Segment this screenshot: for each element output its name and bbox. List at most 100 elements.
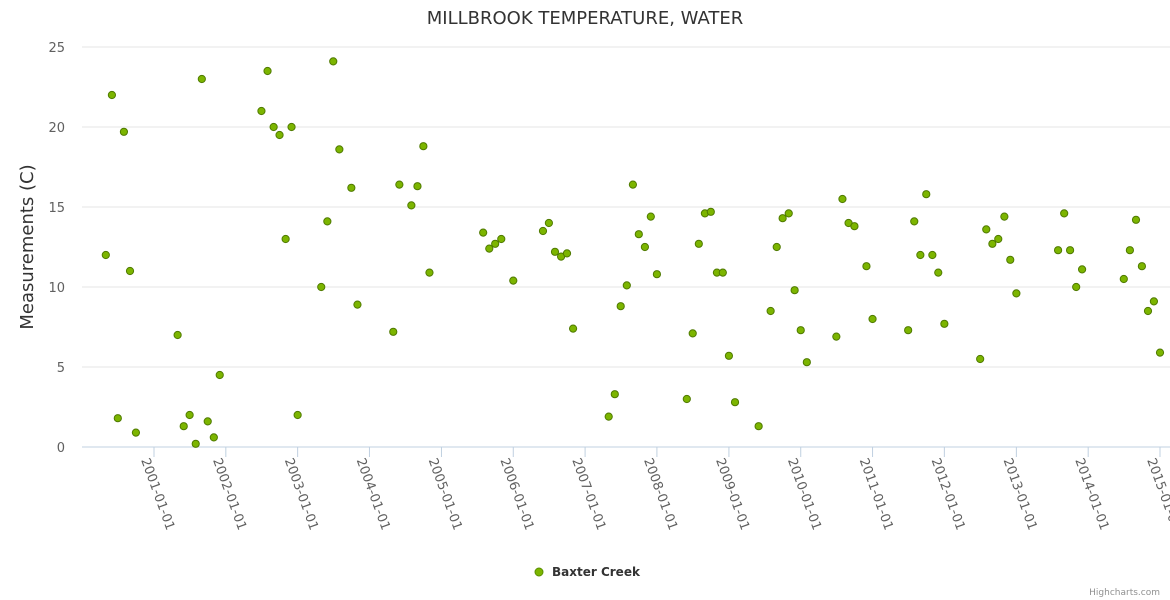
y-tick-label: 20 — [48, 121, 65, 136]
data-point — [347, 183, 356, 192]
data-point — [784, 209, 793, 218]
data-point — [682, 394, 691, 404]
data-point — [538, 226, 548, 236]
credits-link[interactable]: Highcharts.com — [1089, 588, 1160, 598]
data-point — [329, 57, 338, 66]
data-point — [838, 194, 847, 204]
data-point — [802, 358, 811, 367]
legend-item-label[interactable]: Baxter Creek — [552, 565, 641, 579]
data-point — [509, 276, 518, 285]
data-point — [101, 250, 110, 260]
data-point — [1143, 306, 1153, 316]
data-point — [479, 228, 488, 237]
y-tick-label: 10 — [48, 281, 65, 296]
data-point — [706, 207, 715, 216]
data-point — [491, 239, 500, 248]
data-point — [497, 234, 506, 244]
data-point — [730, 398, 740, 407]
data-point — [287, 122, 296, 132]
data-point — [407, 201, 416, 210]
data-point — [113, 414, 122, 423]
data-point — [323, 217, 332, 226]
data-point — [904, 326, 913, 335]
y-gridlines — [82, 46, 1170, 368]
series-baxter-creek — [101, 57, 1165, 448]
data-point — [976, 354, 985, 364]
data-point — [988, 239, 997, 248]
data-point — [628, 180, 638, 189]
data-point — [293, 410, 302, 420]
data-point — [754, 422, 763, 431]
data-point — [862, 262, 871, 271]
data-point — [119, 127, 129, 136]
data-point — [994, 234, 1003, 244]
data-point — [652, 270, 662, 279]
y-tick-label: 5 — [57, 361, 65, 376]
data-point — [1065, 246, 1075, 255]
data-point — [1053, 246, 1063, 255]
data-point — [832, 332, 841, 341]
data-point — [263, 66, 272, 76]
data-point — [215, 370, 224, 380]
chart-title: MILLBROOK TEMPERATURE, WATER — [427, 8, 744, 29]
data-point — [922, 190, 931, 199]
data-point — [1012, 289, 1021, 298]
data-point — [131, 428, 141, 437]
data-point — [275, 130, 284, 140]
data-point — [1072, 282, 1081, 292]
data-point — [353, 300, 362, 309]
data-point — [934, 268, 943, 277]
data-point — [281, 234, 290, 244]
data-point — [772, 242, 781, 252]
data-point — [688, 329, 697, 338]
data-point — [694, 239, 703, 248]
data-point — [928, 250, 937, 260]
data-point — [718, 268, 727, 277]
data-point — [616, 302, 625, 311]
data-point — [1006, 255, 1015, 264]
data-point — [1155, 348, 1165, 357]
data-point — [419, 142, 428, 151]
data-point — [634, 230, 643, 239]
data-point — [868, 314, 877, 324]
y-axis-title: Measurements (C) — [17, 164, 38, 329]
data-point — [916, 250, 925, 260]
data-point — [1131, 215, 1141, 224]
data-point — [1149, 297, 1159, 306]
data-point — [1119, 274, 1128, 284]
data-point — [389, 327, 398, 336]
data-point — [544, 218, 553, 228]
y-tick-label: 15 — [48, 201, 65, 216]
x-tick-marks — [153, 447, 1161, 457]
data-point — [1125, 246, 1134, 255]
legend[interactable]: Baxter Creek — [534, 565, 641, 579]
data-point — [622, 281, 631, 290]
data-point — [209, 433, 218, 442]
data-point — [766, 306, 775, 316]
data-point — [395, 180, 404, 189]
data-point — [796, 326, 805, 335]
data-point — [982, 225, 991, 234]
y-tick-label: 0 — [57, 441, 65, 456]
data-point — [940, 319, 949, 328]
data-point — [197, 74, 206, 84]
data-point — [125, 266, 135, 276]
y-tick-labels: 0 5 10 15 20 25 — [48, 41, 65, 456]
data-point — [173, 330, 182, 340]
data-point — [568, 324, 578, 333]
data-point — [610, 390, 619, 399]
data-point — [724, 351, 734, 360]
data-point — [562, 249, 572, 258]
data-point — [646, 212, 655, 221]
data-point — [1000, 212, 1009, 221]
data-point — [850, 222, 859, 231]
data-point — [413, 182, 422, 191]
data-point — [604, 412, 613, 421]
data-point — [778, 214, 787, 223]
data-point — [1137, 262, 1146, 271]
data-point — [269, 122, 278, 132]
data-point — [179, 422, 188, 431]
data-point — [910, 217, 919, 226]
